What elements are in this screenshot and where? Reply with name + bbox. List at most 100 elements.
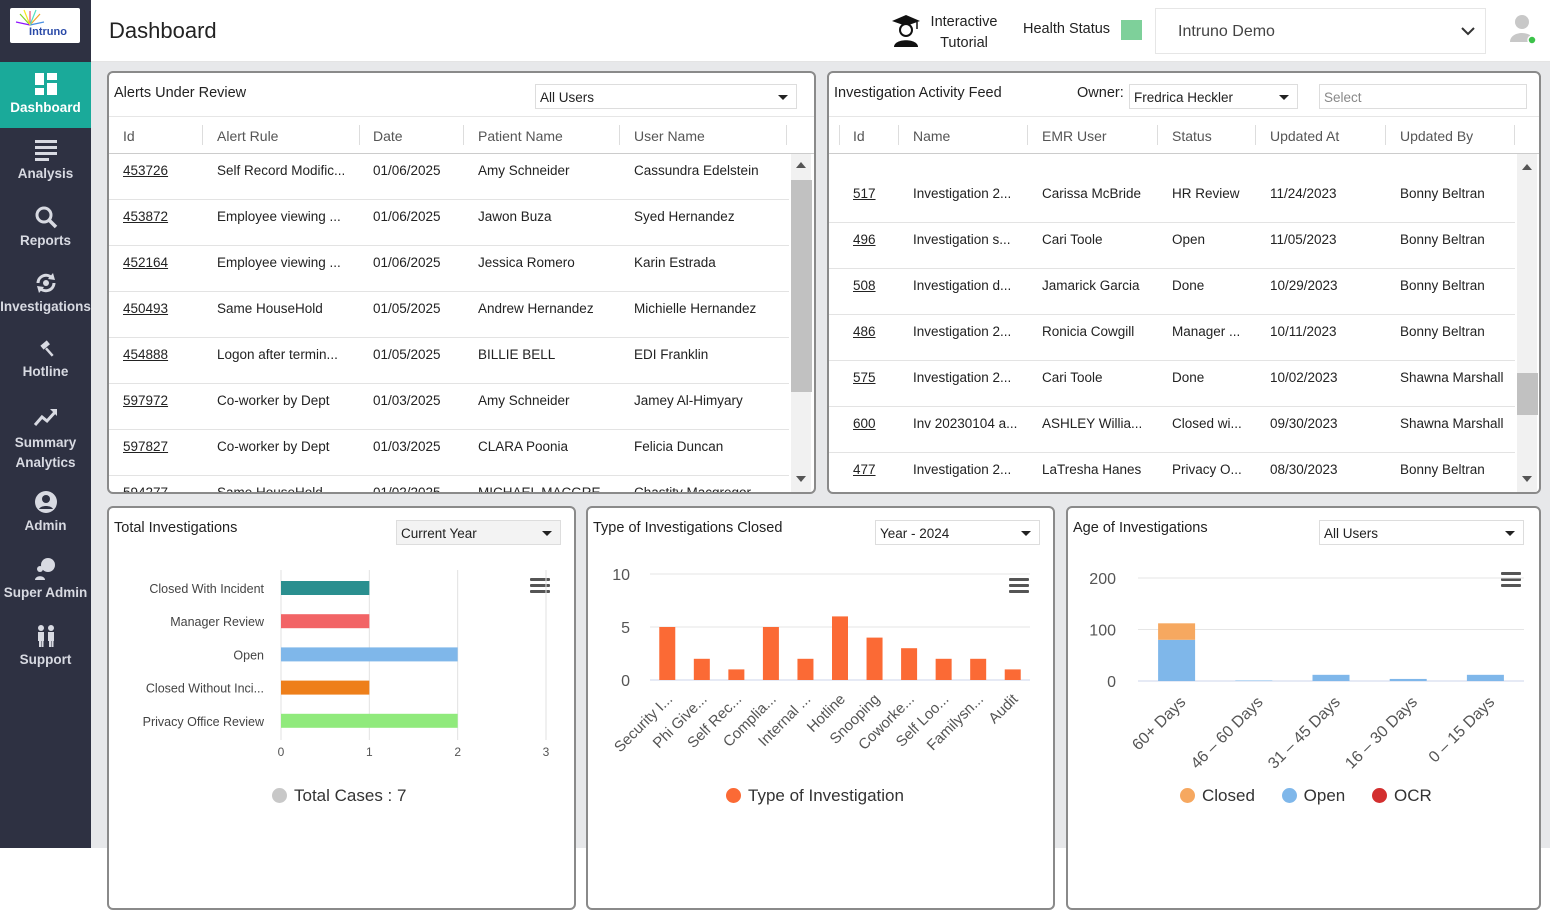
- x-category-label: 60+ Days: [1129, 694, 1189, 754]
- total-period-select[interactable]: Current Year: [396, 520, 561, 545]
- scroll-up-icon[interactable]: [1522, 164, 1532, 170]
- type-year-value: Year - 2024: [880, 526, 949, 541]
- row-id-link[interactable]: 575: [853, 370, 897, 385]
- column-header-date[interactable]: Date: [373, 128, 403, 144]
- alerts-user-filter[interactable]: All Users: [535, 84, 797, 109]
- row-id-link[interactable]: 454888: [123, 347, 203, 362]
- scroll-down-icon[interactable]: [796, 476, 806, 482]
- sidebar-item-dashboard[interactable]: Dashboard: [0, 62, 91, 128]
- table-cell: Cari Toole: [1042, 232, 1157, 247]
- scroll-up-icon[interactable]: [796, 162, 806, 168]
- column-header-id[interactable]: Id: [853, 128, 865, 144]
- table-cell: Cari Toole: [1042, 370, 1157, 385]
- column-header-alert-rule[interactable]: Alert Rule: [217, 128, 278, 144]
- scrollbar-thumb[interactable]: [1517, 373, 1538, 415]
- scrollbar-thumb[interactable]: [791, 180, 812, 392]
- column-header-updated-by[interactable]: Updated By: [1400, 128, 1473, 144]
- sidebar-item-investigations[interactable]: Investigations: [0, 271, 91, 314]
- user-avatar-icon[interactable]: [1509, 14, 1537, 44]
- row-id-link[interactable]: 477: [853, 462, 897, 477]
- table-cell: 01/05/2025: [373, 301, 465, 316]
- sidebar-item-hotline[interactable]: Hotline: [0, 340, 91, 379]
- legend-item-open[interactable]: Open: [1282, 786, 1346, 805]
- column-header-status[interactable]: Status: [1172, 128, 1212, 144]
- row-id-link[interactable]: 496: [853, 232, 897, 247]
- sidebar: Intruno Dashboard Analysis Reports Inves…: [0, 0, 91, 848]
- row-id-link[interactable]: 452164: [123, 255, 203, 270]
- table-cell: 01/06/2025: [373, 163, 465, 178]
- feed-select-input[interactable]: Select: [1319, 84, 1527, 109]
- type-legend[interactable]: Type of Investigation: [726, 786, 904, 806]
- table-cell: Employee viewing ...: [217, 209, 355, 224]
- column-divider: [1157, 125, 1158, 145]
- organization-select[interactable]: Intruno Demo: [1155, 8, 1486, 54]
- row-id-link[interactable]: 508: [853, 278, 897, 293]
- age-user-select[interactable]: All Users: [1319, 520, 1524, 545]
- total-cases-legend[interactable]: Total Cases : 7: [272, 786, 406, 806]
- column-header-name[interactable]: Name: [913, 128, 950, 144]
- graduate-icon[interactable]: [891, 13, 921, 47]
- bar: [728, 669, 744, 680]
- column-header-updated-at[interactable]: Updated At: [1270, 128, 1339, 144]
- y-tick-label: 200: [1089, 571, 1116, 588]
- table-cell: Karin Estrada: [634, 255, 784, 270]
- column-header-patient-name[interactable]: Patient Name: [478, 128, 563, 144]
- legend-item-ocr[interactable]: OCR: [1372, 786, 1432, 805]
- type-year-select[interactable]: Year - 2024: [875, 520, 1040, 545]
- row-id-link[interactable]: 453872: [123, 209, 203, 224]
- row-id-link[interactable]: 597827: [123, 439, 203, 454]
- sidebar-item-summary-analytics[interactable]: Summary Analytics: [0, 405, 91, 473]
- table-cell: Done: [1172, 278, 1255, 293]
- bar: [763, 627, 779, 680]
- column-header-id[interactable]: Id: [123, 128, 135, 144]
- sidebar-item-analysis[interactable]: Analysis: [0, 138, 91, 181]
- sidebar-item-super-admin[interactable]: Super Admin: [0, 557, 91, 600]
- legend-item-closed[interactable]: Closed: [1180, 786, 1255, 805]
- row-id-link[interactable]: 453726: [123, 163, 203, 178]
- owner-select[interactable]: Fredrica Heckler: [1129, 84, 1298, 109]
- row-id-link[interactable]: 600: [853, 416, 897, 431]
- row-id-link[interactable]: 486: [853, 324, 897, 339]
- table-cell: 10/29/2023: [1270, 278, 1385, 293]
- intruno-logo[interactable]: Intruno: [10, 8, 80, 43]
- x-category-label: Audit: [985, 690, 1022, 727]
- column-header-user-name[interactable]: User Name: [634, 128, 705, 144]
- x-tick-label: 0: [278, 745, 285, 759]
- sidebar-item-reports[interactable]: Reports: [0, 205, 91, 248]
- x-tick-label: 2: [454, 745, 461, 759]
- row-id-link[interactable]: 450493: [123, 301, 203, 316]
- row-id-link[interactable]: 597972: [123, 393, 203, 408]
- sidebar-item-label: Investigations: [0, 299, 91, 314]
- column-header-emr-user[interactable]: EMR User: [1042, 128, 1107, 144]
- sidebar-item-support[interactable]: Support: [0, 624, 91, 667]
- table-cell: Logon after termin...: [217, 347, 355, 362]
- feed-scrollbar[interactable]: [1517, 154, 1537, 494]
- alerts-scrollbar[interactable]: [791, 154, 811, 494]
- bar-segment-closed: [1158, 623, 1195, 639]
- row-id-link[interactable]: 517: [853, 186, 897, 201]
- table-cell: Amy Schneider: [478, 163, 623, 178]
- row-id-link[interactable]: 594277: [123, 485, 203, 494]
- column-divider: [1514, 125, 1515, 145]
- sidebar-item-admin[interactable]: Admin: [0, 490, 91, 533]
- table-cell: 10/02/2023: [1270, 370, 1385, 385]
- table-cell: Manager ...: [1172, 324, 1255, 339]
- interactive-tutorial-link[interactable]: Interactive Tutorial: [925, 12, 1003, 54]
- scroll-down-icon[interactable]: [1522, 476, 1532, 482]
